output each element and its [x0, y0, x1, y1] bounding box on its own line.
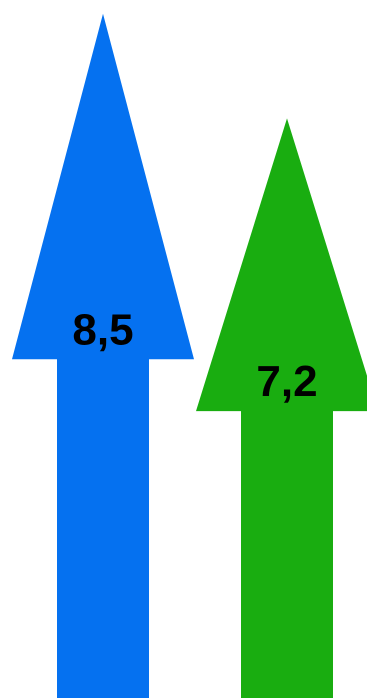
value-label-1: 8,5 [72, 305, 133, 354]
arrow-bar-2 [196, 118, 367, 698]
arrow-bar-1 [12, 13, 194, 698]
value-label-2: 7,2 [256, 357, 317, 406]
arrow-series: 8,5 7,2 [12, 13, 367, 698]
